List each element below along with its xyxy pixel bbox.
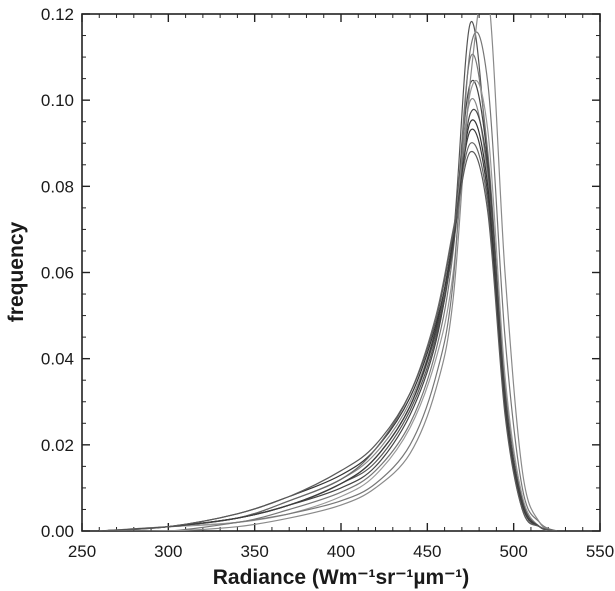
y-tick-label: 0.08 xyxy=(41,177,74,196)
tick-labels: 250 300 350 400 450 500 550 0.00 0.02 0.04 0.06 0.0… xyxy=(41,5,614,561)
series-line xyxy=(99,80,557,531)
x-axis-title: Radiance (Wm⁻¹sr⁻¹µm⁻¹) xyxy=(213,566,470,589)
series-lines xyxy=(99,14,558,531)
y-tick-label: 0.12 xyxy=(41,5,74,24)
axis-ticks xyxy=(81,13,601,532)
y-tick-label: 0.10 xyxy=(41,91,74,110)
x-tick-label: 300 xyxy=(154,542,182,561)
x-tick-label: 400 xyxy=(327,542,355,561)
y-tick-label: 0.02 xyxy=(41,436,74,455)
series-line xyxy=(99,31,558,531)
x-tick-label: 500 xyxy=(499,542,527,561)
y-axis-title: frequency xyxy=(5,222,28,323)
y-tick-label: 0.04 xyxy=(41,350,74,369)
x-tick-label: 250 xyxy=(68,542,96,561)
series-line xyxy=(99,108,557,531)
series-line xyxy=(99,53,557,531)
series-line xyxy=(99,14,558,531)
x-tick-label: 550 xyxy=(586,542,614,561)
series-line xyxy=(99,20,557,531)
plot-frame xyxy=(81,13,601,532)
y-tick-label: 0.06 xyxy=(41,264,74,283)
y-tick-label: 0.00 xyxy=(41,522,74,541)
series-line xyxy=(99,79,557,531)
series-line xyxy=(99,128,557,531)
series-line xyxy=(99,150,557,531)
x-tick-label: 350 xyxy=(240,542,268,561)
x-tick-label: 450 xyxy=(413,542,441,561)
